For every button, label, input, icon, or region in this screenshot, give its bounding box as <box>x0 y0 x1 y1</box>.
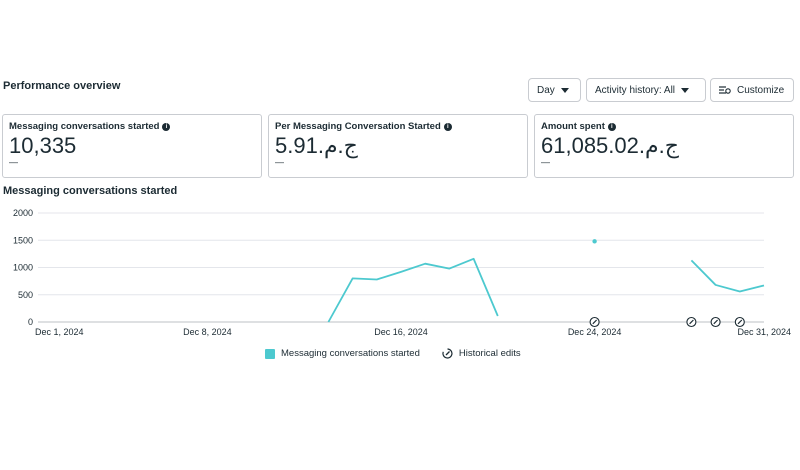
x-tick-label: Dec 16, 2024 <box>374 327 428 337</box>
page-title: Performance overview <box>3 80 121 92</box>
card-label: Messaging conversations started <box>9 121 160 132</box>
x-tick-label: Dec 1, 2024 <box>35 327 84 337</box>
y-tick-label: 0 <box>28 317 33 327</box>
chart-title: Messaging conversations started <box>3 185 178 197</box>
chart-legend: Messaging conversations started Historic… <box>265 348 521 359</box>
card-value: 5.91ج.م.‏ <box>275 133 358 158</box>
historical-edit-marker[interactable] <box>589 316 600 328</box>
info-icon[interactable]: i <box>443 122 452 131</box>
info-icon[interactable]: i <box>607 122 616 131</box>
metric-card-amount-spent: Amount spent i 61,085.02ج.م.‏ — <box>534 114 794 178</box>
x-tick-label: Dec 24, 2024 <box>568 327 622 337</box>
line-chart: 0 500 1000 1500 2000 Dec 1, 2024 Dec 8, 2024 De… <box>13 208 791 337</box>
metric-card-cost-per-conversation: Per Messaging Conversation Started i 5.91… <box>268 114 528 178</box>
data-point <box>592 239 597 244</box>
day-dropdown-label: Day <box>537 84 555 96</box>
metric-card-conversations: Messaging conversations started i 10,335 … <box>2 114 262 178</box>
card-label: Amount spent <box>541 121 605 132</box>
card-label: Per Messaging Conversation Started <box>275 121 441 132</box>
y-tick-label: 1500 <box>13 235 33 245</box>
card-value: 10,335 <box>9 133 77 158</box>
series-line <box>690 259 765 293</box>
series-swatch <box>265 348 275 359</box>
historical-edit-marker[interactable] <box>734 316 745 328</box>
historical-edit-marker[interactable] <box>686 316 697 328</box>
caret-down-icon <box>560 87 569 93</box>
customize-label: Customize <box>737 84 785 96</box>
legend-label: Historical edits <box>458 348 521 359</box>
card-change: — <box>9 157 18 167</box>
historical-edit-icon <box>442 348 453 359</box>
activity-history-dropdown[interactable]: Activity history: All <box>586 78 706 102</box>
info-icon[interactable]: i <box>162 122 171 131</box>
card-change: — <box>541 157 550 167</box>
x-tick-label: Dec 31, 2024 <box>737 327 791 337</box>
x-tick-label: Dec 8, 2024 <box>183 327 232 337</box>
legend-label: Messaging conversations started <box>281 348 420 359</box>
series-line <box>327 257 499 323</box>
day-dropdown[interactable]: Day <box>528 78 581 102</box>
y-tick-label: 2000 <box>13 208 33 218</box>
activity-history-label: Activity history: All <box>595 84 676 96</box>
historical-edit-marker[interactable] <box>710 316 721 328</box>
legend-item-series[interactable]: Messaging conversations started <box>265 348 420 359</box>
caret-down-icon <box>681 87 690 93</box>
customize-icon <box>719 86 731 94</box>
y-tick-label: 1000 <box>13 263 33 273</box>
legend-item-historical-edits[interactable]: Historical edits <box>442 348 521 359</box>
y-tick-label: 500 <box>18 290 33 300</box>
card-value: 61,085.02ج.م.‏ <box>541 133 679 158</box>
customize-button[interactable]: Customize <box>710 78 794 102</box>
card-change: — <box>275 157 284 167</box>
